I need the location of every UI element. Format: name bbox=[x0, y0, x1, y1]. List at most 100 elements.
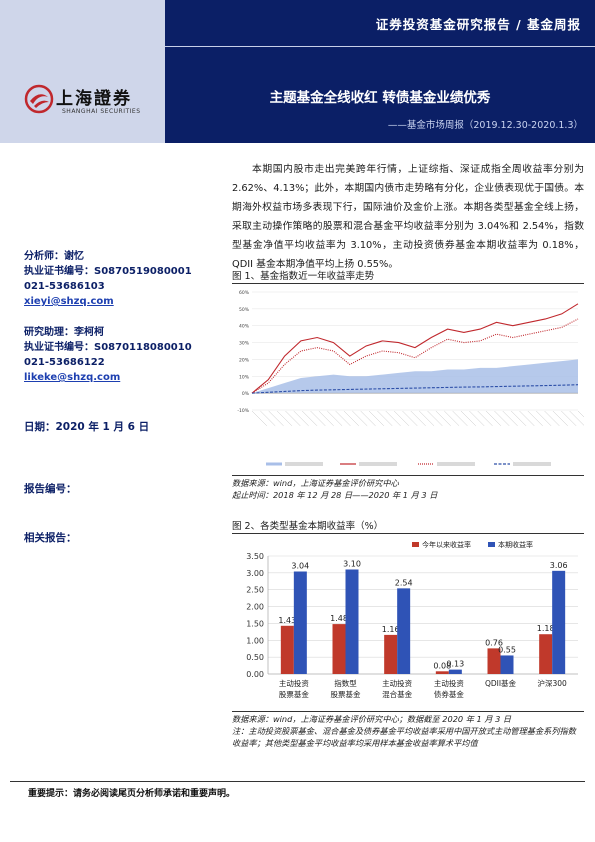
chart2-bar bbox=[435, 671, 449, 674]
chart1-legend-label bbox=[513, 462, 551, 466]
summary-paragraph: 本期国内股市走出完美跨年行情，上证综指、深证成指全周收益率分别为 2.62%、4… bbox=[232, 164, 584, 270]
chart2-bar bbox=[500, 655, 514, 674]
chart2-legend-label: 今年以来收益率 bbox=[422, 540, 471, 549]
chart2-category-label: QDII基金 bbox=[485, 678, 517, 688]
chart1-xtick bbox=[577, 410, 593, 426]
chart2-bar bbox=[384, 634, 398, 674]
chart2-data-label: 1.18 bbox=[537, 624, 555, 633]
chart2-bar bbox=[487, 648, 501, 674]
chart2-bar bbox=[539, 634, 553, 674]
chart1-xtick bbox=[510, 410, 527, 426]
analyst-email-link[interactable]: xieyi@shzq.com bbox=[24, 296, 114, 307]
chart1-series-line bbox=[251, 318, 579, 394]
report-subtitle: ——基金市场周报（2019.12.30-2020.1.3） bbox=[387, 120, 583, 131]
assistant-cert: 执业证书编号：S0870118080010 bbox=[24, 342, 192, 353]
figure2-note: 注：主动投资股票基金、混合基金及债券基金平均收益率采用中国开放式主动管理基金系列… bbox=[232, 726, 576, 748]
chart2-data-label: 1.43 bbox=[278, 616, 296, 625]
chart2-ytick-label: 3.00 bbox=[246, 569, 264, 578]
chart1-xtick bbox=[410, 410, 426, 426]
chart2-legend-label: 本期收益率 bbox=[498, 540, 533, 549]
chart2-ytick-label: 0.50 bbox=[246, 653, 264, 662]
assistant-email-link[interactable]: likeke@shzq.com bbox=[24, 372, 121, 383]
chart1-xtick bbox=[452, 410, 468, 426]
report-title: 主题基金全线收红 转债基金业绩优秀 bbox=[269, 90, 491, 106]
chart2-data-label: 3.04 bbox=[291, 562, 309, 571]
chart2-data-label: 3.10 bbox=[343, 559, 361, 568]
chart1-xtick bbox=[569, 410, 585, 426]
figure1-top-rule bbox=[232, 283, 584, 284]
chart1-xtick bbox=[327, 410, 343, 426]
chart1-xtick bbox=[469, 410, 485, 426]
chart1-series-area bbox=[252, 359, 578, 394]
footer-rule bbox=[10, 781, 585, 782]
chart1-xtick bbox=[552, 410, 568, 426]
chart2-data-label: 1.48 bbox=[330, 614, 348, 623]
report-type: 证券投资基金研究报告 / 基金周报 bbox=[375, 17, 581, 32]
chart1-series-line bbox=[251, 384, 579, 394]
chart1-xtick bbox=[385, 410, 401, 426]
chart2-data-label: 0.76 bbox=[485, 638, 503, 647]
figure1-source: 数据来源：wind，上海证券基金评价研究中心 bbox=[232, 478, 399, 488]
chart1-xtick bbox=[352, 410, 368, 426]
chart2-category-label: 主动投资 bbox=[279, 678, 309, 688]
chart2-data-label: 3.06 bbox=[550, 561, 568, 570]
figure2-chart: 0.00 0.50 1.00 1.50 2.00 2.50 3.00 3.50 1.43 3.04… bbox=[232, 536, 584, 710]
chart1-legend-label bbox=[359, 462, 397, 466]
chart2-bar bbox=[448, 669, 462, 674]
report-date: 日期：2020 年 1 月 6 日 bbox=[24, 421, 150, 433]
chart1-xtick bbox=[527, 410, 543, 426]
chart1-ytick-label: 60% bbox=[239, 290, 250, 296]
chart1-xtick bbox=[310, 410, 326, 426]
header-left-panel bbox=[0, 0, 165, 143]
chart1-ytick-label: 10% bbox=[239, 374, 250, 380]
chart2-category-label: 股票基金 bbox=[279, 689, 309, 699]
chart1-xtick bbox=[519, 410, 535, 426]
chart1-xtick bbox=[536, 410, 552, 426]
figure2-bottom-rule bbox=[232, 711, 584, 712]
chart1-xtick bbox=[260, 410, 276, 426]
chart2-bar bbox=[552, 570, 566, 674]
assistant-phone: 021-53686122 bbox=[24, 357, 105, 368]
chart1-xtick bbox=[377, 410, 393, 426]
chart2-data-label: 0.55 bbox=[498, 645, 516, 654]
chart2-bar bbox=[332, 624, 346, 674]
chart2-bar bbox=[397, 588, 411, 674]
chart2-category-label: 股票基金 bbox=[331, 689, 361, 699]
chart2-category-label: 债券基金 bbox=[434, 689, 464, 699]
chart1-xtick bbox=[393, 410, 410, 426]
chart2-legend-swatch bbox=[488, 542, 495, 547]
chart2-ytick-label: 1.00 bbox=[246, 636, 264, 645]
figure1-chart: 60% 50% 40% 30% 20% 10% 0% -10% bbox=[232, 286, 593, 474]
chart1-xtick bbox=[360, 410, 376, 426]
chart2-ytick-label: 1.50 bbox=[246, 619, 264, 628]
figure1-period: 起止时间：2018 年 12 月 28 日——2020 年 1 月 3 日 bbox=[232, 490, 438, 500]
chart1-xtick bbox=[444, 410, 460, 426]
figure1-title: 图 1、基金指数近一年收益率走势 bbox=[232, 271, 375, 282]
chart1-legend-label bbox=[285, 462, 323, 466]
chart2-category-label: 主动投资 bbox=[382, 678, 412, 688]
important-notice: 重要提示：请务必阅读尾页分析师承诺和重要声明。 bbox=[28, 789, 236, 799]
figure1-bottom-rule bbox=[232, 475, 584, 476]
chart2-ytick-label: 0.00 bbox=[246, 670, 264, 679]
analyst-phone: 021-53686103 bbox=[24, 281, 105, 292]
company-name-en: SHANGHAI SECURITIES bbox=[62, 108, 141, 115]
figure2-top-rule bbox=[232, 533, 584, 534]
chart2-ytick-label: 3.50 bbox=[246, 552, 264, 561]
figure2-title: 图 2、各类型基金本期收益率（%） bbox=[232, 521, 384, 532]
analyst-cert: 执业证书编号：S0870519080001 bbox=[24, 266, 192, 277]
chart1-ytick-label: 50% bbox=[239, 307, 250, 313]
chart1-xtick bbox=[251, 410, 267, 426]
chart2-category-label: 沪深300 bbox=[538, 678, 568, 688]
chart2-legend-swatch bbox=[412, 542, 419, 547]
chart1-xtick bbox=[318, 410, 334, 426]
chart1-xtick bbox=[343, 410, 359, 426]
chart2-data-label: 2.54 bbox=[395, 578, 413, 587]
chart2-category-label: 指数型 bbox=[334, 678, 357, 688]
chart1-ytick-label: 0% bbox=[242, 391, 250, 397]
chart2-category-label: 混合基金 bbox=[382, 689, 412, 699]
chart1-xtick bbox=[477, 410, 493, 426]
chart1-xtick bbox=[368, 410, 385, 426]
report-number-label: 报告编号： bbox=[24, 483, 77, 495]
analyst-name: 分析师：谢忆 bbox=[24, 251, 84, 262]
chart1-ytick-label: 40% bbox=[239, 324, 250, 330]
